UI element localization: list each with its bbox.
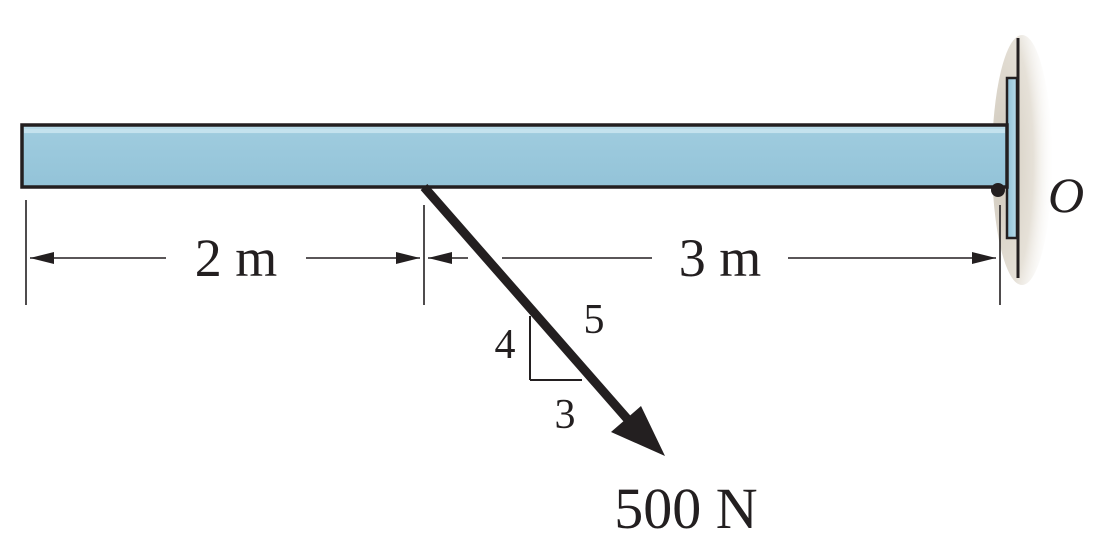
force-arrow-shaft	[420, 184, 634, 425]
point-o-marker	[991, 183, 1005, 197]
dim-2m-right-arrowhead	[396, 252, 420, 264]
beam	[20, 123, 1009, 189]
dim-3m-left-arrowhead	[428, 252, 452, 264]
dim-3m-right-arrowhead	[972, 252, 996, 264]
dimension-3m-label: 3 m	[679, 228, 762, 288]
dimension-lines	[30, 252, 996, 264]
slope-triangle	[529, 316, 582, 381]
dimension-2m-label: 2 m	[195, 228, 278, 288]
dim-2m-left-arrowhead	[30, 252, 54, 264]
force-arrow	[420, 184, 665, 456]
slope-rise-label: 4	[495, 322, 516, 368]
point-o-label: O	[1048, 167, 1084, 223]
dimension-extension-lines	[25, 200, 1001, 305]
slope-hypotenuse-label: 5	[584, 297, 605, 343]
force-magnitude-label: 500 N	[614, 476, 757, 541]
beam-body	[20, 123, 1009, 189]
slope-run-label: 3	[555, 392, 576, 438]
force-arrowhead	[611, 406, 665, 456]
